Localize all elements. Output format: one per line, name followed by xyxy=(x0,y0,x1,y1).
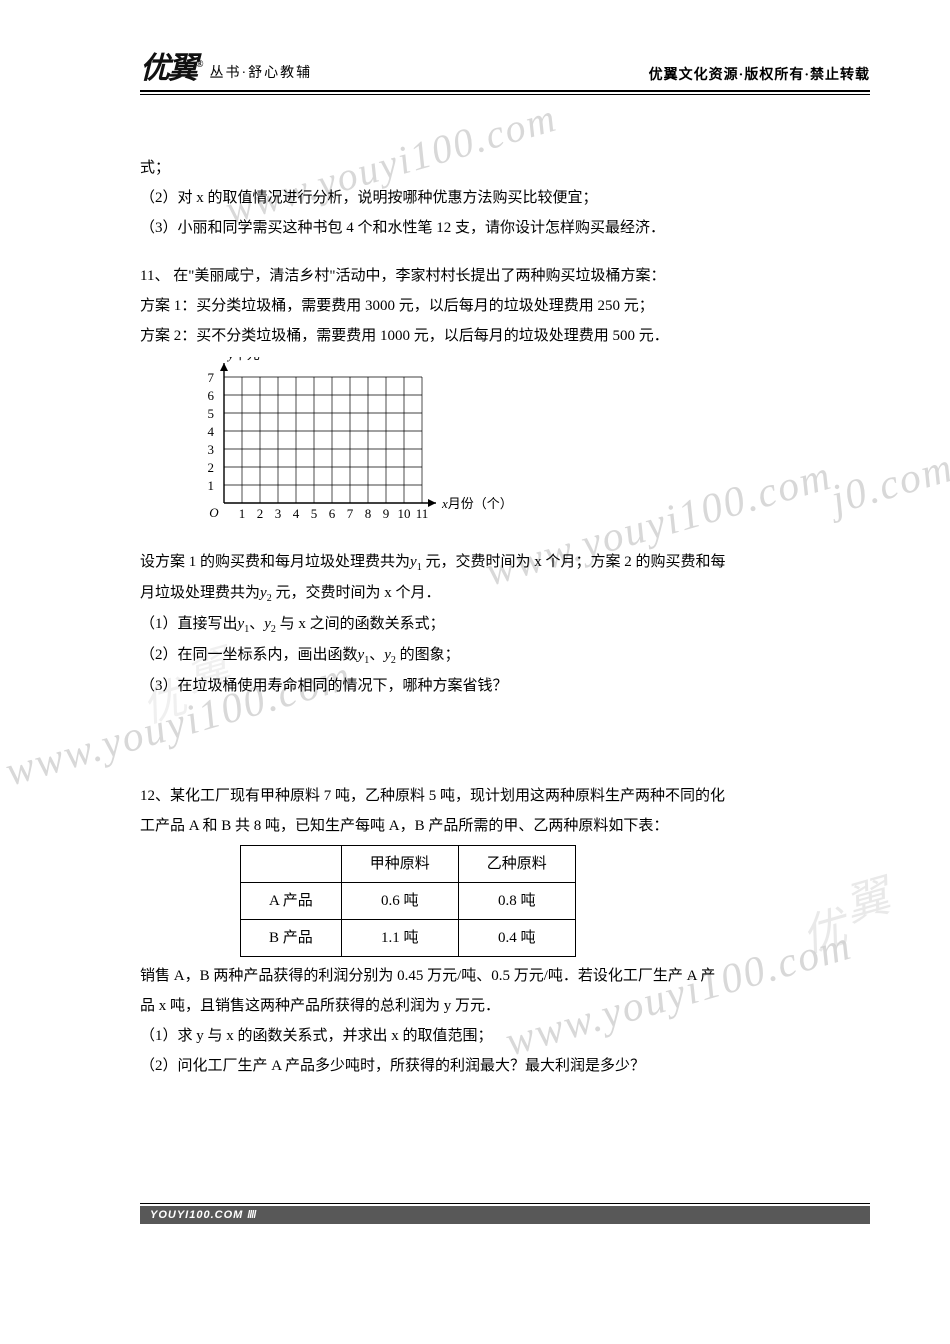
text-line: 12、某化工厂现有甲种原料 7 吨，乙种原料 5 吨，现计划用这两种原料生产两种… xyxy=(140,781,870,811)
table-cell: A 产品 xyxy=(241,883,342,920)
table-cell: 0.4 吨 xyxy=(458,920,575,957)
table-cell: 1.1 吨 xyxy=(341,920,458,957)
text-line: （3）在垃圾桶使用寿命相同的情况下，哪种方案省钱？ xyxy=(140,671,870,701)
text-line: （2）对 x 的取值情况进行分析，说明按哪种优惠方法购买比较便宜； xyxy=(140,183,870,213)
text-line: 方案 2：买不分类垃圾桶，需要费用 1000 元，以后每月的垃圾处理费用 500… xyxy=(140,321,870,351)
materials-table: 甲种原料 乙种原料 A 产品 0.6 吨 0.8 吨 B 产品 1.1 吨 0.… xyxy=(240,845,576,957)
table-cell: 0.6 吨 xyxy=(341,883,458,920)
brand-subtitle: 丛书·舒心教辅 xyxy=(209,62,312,84)
logo-block: 优翼® 丛书·舒心教辅 xyxy=(140,54,312,84)
footer-bar: YOUYI100.COM //// xyxy=(140,1206,870,1224)
svg-text:3: 3 xyxy=(275,506,282,521)
grid-svg: O12345678910111234567y千元x月份（个） xyxy=(180,357,532,533)
document-body: 式； （2）对 x 的取值情况进行分析，说明按哪种优惠方法购买比较便宜； （3）… xyxy=(140,153,870,1081)
text-line: 销售 A，B 两种产品获得的利润分别为 0.45 万元/吨、0.5 万元/吨．若… xyxy=(140,961,870,991)
svg-text:7: 7 xyxy=(208,370,215,385)
table-cell: 甲种原料 xyxy=(341,846,458,883)
svg-text:2: 2 xyxy=(257,506,264,521)
table-row: B 产品 1.1 吨 0.4 吨 xyxy=(241,920,576,957)
text-line: （3）小丽和同学需买这种书包 4 个和水性笔 12 支，请你设计怎样购买最经济． xyxy=(140,213,870,243)
svg-text:6: 6 xyxy=(329,506,336,521)
table-cell xyxy=(241,846,342,883)
text-line: 月垃圾处理费共为y2 元，交费时间为 x 个月． xyxy=(140,578,870,609)
svg-text:4: 4 xyxy=(293,506,300,521)
text-line: （1）直接写出y1、y2 与 x 之间的函数关系式； xyxy=(140,609,870,640)
svg-text:4: 4 xyxy=(208,424,215,439)
text-line: （2）问化工厂生产 A 产品多少吨时，所获得的利润最大？最大利润是多少？ xyxy=(140,1051,870,1081)
svg-text:11: 11 xyxy=(416,506,429,521)
header-copyright: 优翼文化资源·版权所有·禁止转载 xyxy=(649,64,870,84)
svg-text:y千元: y千元 xyxy=(226,357,260,362)
table-row: 甲种原料 乙种原料 xyxy=(241,846,576,883)
svg-text:6: 6 xyxy=(208,388,215,403)
text-line: 方案 1：买分类垃圾桶，需要费用 3000 元，以后每月的垃圾处理费用 250 … xyxy=(140,291,870,321)
blank-grid-chart: O12345678910111234567y千元x月份（个） xyxy=(180,357,870,533)
header-rule-thick xyxy=(140,90,870,92)
svg-text:1: 1 xyxy=(208,478,215,493)
svg-text:9: 9 xyxy=(383,506,390,521)
text-line: 式； xyxy=(140,153,870,183)
brand-logo: 优翼® xyxy=(140,54,201,84)
footer-rule xyxy=(140,1203,870,1204)
svg-text:x月份（个）: x月份（个） xyxy=(441,496,513,511)
text-line: （2）在同一坐标系内，画出函数y1、y2 的图象； xyxy=(140,640,870,671)
svg-text:5: 5 xyxy=(208,406,215,421)
svg-text:5: 5 xyxy=(311,506,318,521)
svg-text:2: 2 xyxy=(208,460,215,475)
svg-text:3: 3 xyxy=(208,442,215,457)
text-line: 工产品 A 和 B 共 8 吨，已知生产每吨 A，B 产品所需的甲、乙两种原料如… xyxy=(140,811,870,841)
table-cell: 乙种原料 xyxy=(458,846,575,883)
text-line: （1）求 y 与 x 的函数关系式，并求出 x 的取值范围； xyxy=(140,1021,870,1051)
header-rule-thin xyxy=(140,94,870,95)
table-cell: 0.8 吨 xyxy=(458,883,575,920)
svg-text:7: 7 xyxy=(347,506,354,521)
table-row: A 产品 0.6 吨 0.8 吨 xyxy=(241,883,576,920)
text-line: 设方案 1 的购买费和每月垃圾处理费共为y1 元，交费时间为 x 个月；方案 2… xyxy=(140,547,870,578)
svg-text:O: O xyxy=(209,505,219,520)
svg-text:10: 10 xyxy=(398,506,411,521)
text-line: 品 x 吨，且销售这两种产品所获得的总利润为 y 万元． xyxy=(140,991,870,1021)
svg-text:1: 1 xyxy=(239,506,246,521)
page-header: 优翼® 丛书·舒心教辅 优翼文化资源·版权所有·禁止转载 xyxy=(140,54,870,84)
text-line: 11、 在"美丽咸宁，清洁乡村"活动中，李家村村长提出了两种购买垃圾桶方案： xyxy=(140,261,870,291)
table-cell: B 产品 xyxy=(241,920,342,957)
svg-text:8: 8 xyxy=(365,506,372,521)
